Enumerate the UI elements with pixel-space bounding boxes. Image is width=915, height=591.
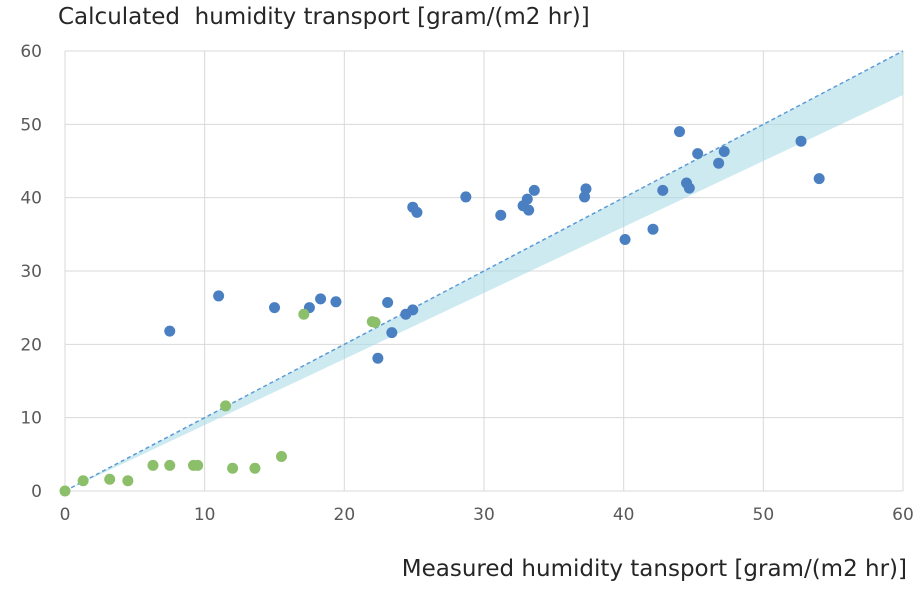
data-point — [528, 184, 540, 196]
data-point — [619, 233, 631, 245]
data-point — [495, 209, 507, 221]
data-point — [164, 459, 176, 471]
chart-title: Calculated humidity transport [gram/(m2 … — [58, 4, 590, 30]
data-point — [521, 193, 533, 205]
data-point — [249, 462, 261, 474]
data-point — [77, 475, 89, 487]
x-tick-label: 20 — [334, 505, 356, 525]
data-point — [213, 290, 225, 302]
data-point — [372, 352, 384, 364]
x-tick-label: 10 — [194, 505, 216, 525]
y-tick-label: 50 — [20, 115, 42, 135]
y-tick-label: 40 — [20, 189, 42, 209]
data-point — [683, 182, 695, 194]
data-point — [104, 473, 116, 485]
y-tick-label: 30 — [20, 262, 42, 282]
x-tick-label: 0 — [60, 505, 71, 525]
data-point — [813, 173, 825, 185]
data-point — [718, 145, 730, 157]
data-point — [411, 206, 423, 218]
y-tick-label: 20 — [20, 335, 42, 355]
data-point — [657, 184, 669, 196]
y-tick-label: 0 — [31, 482, 42, 502]
data-point — [407, 304, 419, 316]
x-axis-title: Measured humidity tansport [gram/(m2 hr)… — [401, 556, 907, 582]
data-point — [164, 325, 176, 337]
data-point — [147, 459, 159, 471]
data-point — [59, 485, 71, 497]
data-points — [59, 126, 825, 497]
data-point — [315, 293, 327, 305]
data-point — [330, 296, 342, 308]
data-point — [192, 459, 204, 471]
data-point — [220, 400, 232, 412]
data-point — [795, 135, 807, 147]
x-tick-label: 50 — [753, 505, 775, 525]
data-point — [227, 462, 239, 474]
data-point — [460, 191, 472, 203]
data-point — [647, 223, 659, 235]
data-point — [692, 148, 704, 160]
reference-line-y-equals-x — [64, 50, 904, 492]
data-point — [369, 316, 381, 328]
y-axis-ticks: 0 10 20 30 40 50 60 — [20, 42, 42, 502]
data-point — [674, 126, 686, 138]
reference-line — [64, 50, 904, 492]
x-axis-ticks: 0 10 20 30 40 50 60 — [60, 505, 914, 525]
data-point — [269, 302, 280, 314]
data-point — [523, 204, 535, 216]
data-point — [580, 183, 592, 195]
x-tick-label: 30 — [473, 505, 495, 525]
data-point — [713, 157, 725, 169]
data-point — [382, 297, 394, 309]
x-tick-label: 60 — [892, 505, 914, 525]
data-point — [386, 327, 398, 339]
data-point — [298, 308, 310, 320]
x-tick-label: 40 — [613, 505, 635, 525]
data-point — [122, 475, 134, 487]
data-point — [275, 451, 287, 463]
y-tick-label: 60 — [20, 42, 42, 62]
y-tick-label: 10 — [20, 409, 42, 429]
